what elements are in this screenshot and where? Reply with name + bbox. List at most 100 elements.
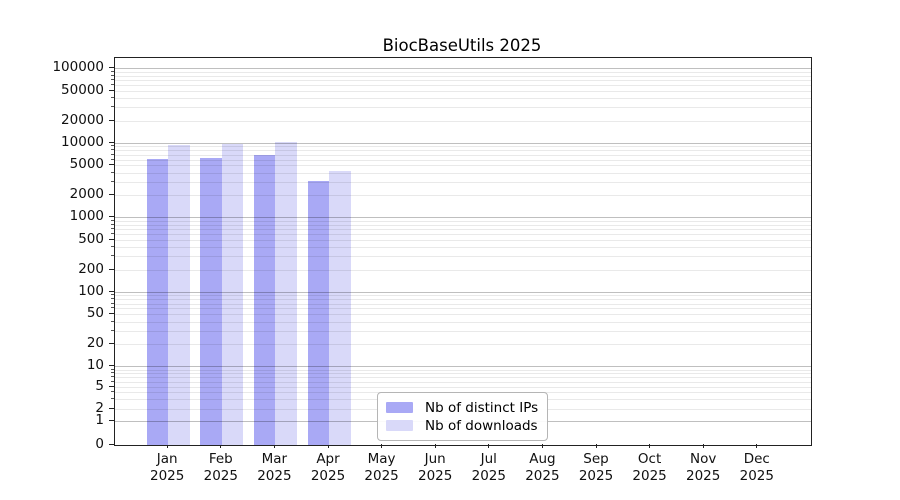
x-tick-label-month: May: [367, 451, 396, 467]
x-tick-mark: [220, 444, 222, 448]
legend-swatch-distinct-ips: [386, 402, 413, 413]
y-tick-mark: [109, 67, 114, 69]
y-minor-tick-mark: [111, 70, 114, 72]
y-tick-label: 0: [95, 435, 104, 452]
x-tick-label-year: 2025: [525, 468, 560, 484]
y-minor-tick-mark: [111, 145, 114, 147]
y-minor-tick-mark: [111, 246, 114, 248]
x-tick-mark: [381, 444, 383, 448]
x-tick-label-month: Apr: [316, 451, 340, 467]
x-tick-label: Apr 2025: [296, 451, 360, 485]
bar-distinct-ips: [146, 158, 169, 445]
x-tick-label-month: Sep: [583, 451, 609, 467]
y-minor-tick-mark: [111, 294, 114, 296]
y-minor-tick-mark: [111, 255, 114, 257]
y-tick-label: 5: [95, 378, 104, 395]
x-tick-label-year: 2025: [203, 468, 238, 484]
y-tick-mark: [109, 194, 114, 196]
x-tick-label: May 2025: [350, 451, 414, 485]
x-tick-label-year: 2025: [632, 468, 667, 484]
x-tick-label: Jan 2025: [135, 451, 199, 485]
x-tick-label-month: Jun: [424, 451, 446, 467]
x-tick-mark: [702, 444, 704, 448]
y-tick-mark: [109, 407, 114, 409]
x-tick-mark: [434, 444, 436, 448]
x-tick-label: Mar 2025: [242, 451, 306, 485]
x-tick-label: Dec 2025: [725, 451, 789, 485]
x-tick-label-year: 2025: [257, 468, 292, 484]
x-tick-label-month: Nov: [690, 451, 717, 467]
bar-downloads: [221, 144, 244, 445]
x-tick-label: Oct 2025: [618, 451, 682, 485]
y-minor-tick-mark: [111, 84, 114, 85]
x-tick-label: Jul 2025: [457, 451, 521, 485]
y-tick-mark: [109, 290, 114, 292]
y-tick-label: 5000: [69, 156, 104, 173]
x-tick-label-month: Jul: [480, 451, 497, 467]
bar-downloads: [168, 144, 190, 445]
y-minor-tick-mark: [111, 106, 114, 108]
y-minor-tick-mark: [111, 219, 114, 221]
x-tick-label-year: 2025: [310, 468, 346, 484]
y-tick-label: 10: [86, 357, 104, 374]
x-tick-label-year: 2025: [150, 468, 185, 484]
y-minor-tick-mark: [111, 391, 114, 393]
bar-distinct-ips: [253, 155, 276, 445]
y-tick-mark: [109, 268, 114, 270]
chart-title: BiocBaseUtils 2025: [382, 36, 542, 55]
y-tick-mark: [109, 386, 114, 388]
legend-item-downloads: Nb of downloads: [386, 417, 538, 434]
y-tick-mark: [109, 89, 114, 91]
y-minor-tick-mark: [111, 97, 114, 99]
x-tick-label-month: Feb: [208, 451, 233, 467]
x-tick-label-month: Mar: [261, 451, 288, 467]
x-tick-mark: [327, 444, 329, 448]
x-tick-label-month: Jan: [156, 451, 178, 467]
y-tick-label: 2: [95, 399, 104, 416]
y-tick-label: 100: [78, 282, 104, 299]
y-tick-label: 200: [78, 260, 104, 277]
x-tick-label: Jun 2025: [403, 451, 467, 485]
x-tick-label-year: 2025: [471, 468, 506, 484]
y-minor-tick-mark: [111, 79, 114, 81]
y-tick-label: 1000: [69, 208, 104, 225]
y-tick-label: 2000: [69, 186, 104, 203]
y-minor-tick-mark: [111, 228, 114, 230]
y-minor-tick-mark: [111, 398, 114, 400]
y-tick-label: 100000: [52, 59, 104, 76]
y-tick-label: 10000: [61, 133, 104, 150]
legend-item-distinct-ips: Nb of distinct IPs: [386, 399, 538, 416]
x-tick-mark: [595, 444, 597, 448]
plot-area: Nb of distinct IPs Nb of downloads: [114, 57, 812, 446]
y-tick-label: 50000: [61, 81, 104, 98]
y-minor-tick-mark: [111, 376, 114, 378]
y-minor-tick-mark: [111, 320, 114, 322]
legend-label-downloads: Nb of downloads: [425, 417, 538, 434]
x-tick-label-month: Dec: [743, 451, 770, 467]
y-tick-label: 1: [95, 412, 104, 429]
y-minor-tick-mark: [111, 180, 114, 182]
legend: Nb of distinct IPs Nb of downloads: [377, 392, 549, 441]
y-tick-label: 20000: [61, 111, 104, 128]
y-minor-tick-mark: [111, 372, 114, 374]
x-tick-label-year: 2025: [578, 468, 614, 484]
bar-downloads: [275, 142, 297, 445]
y-minor-tick-mark: [111, 368, 114, 370]
y-tick-mark: [109, 365, 114, 367]
x-tick-label-month: Aug: [529, 451, 556, 467]
x-tick-mark: [649, 444, 651, 448]
x-tick-mark: [273, 444, 275, 448]
x-tick-label-year: 2025: [364, 468, 399, 484]
y-minor-tick-mark: [111, 329, 114, 331]
y-tick-mark: [109, 420, 114, 422]
y-minor-tick-mark: [111, 171, 114, 173]
bar-downloads: [329, 170, 351, 445]
x-tick-mark: [488, 444, 490, 448]
y-minor-tick-mark: [111, 302, 114, 304]
x-tick-label-year: 2025: [739, 468, 774, 484]
legend-swatch-downloads: [386, 420, 413, 431]
y-tick-mark: [109, 164, 114, 166]
y-minor-tick-mark: [111, 149, 114, 151]
y-minor-tick-mark: [111, 380, 114, 382]
